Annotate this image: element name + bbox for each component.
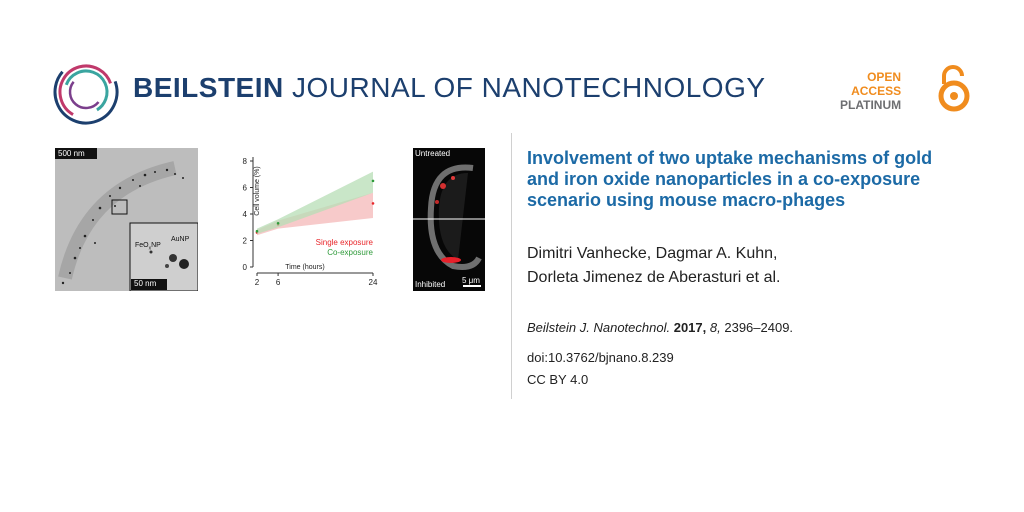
citation-journal: Beilstein J. Nanotechnol. [527, 320, 671, 335]
oa-access-label: ACCESS [851, 84, 902, 98]
beilstein-logo-icon [53, 59, 119, 125]
oa-open-label: OPEN [867, 70, 902, 84]
y-tick-label: 6 [243, 184, 248, 193]
tem-micrograph: 500 nm FeOxNP AuNP 50 nm [55, 148, 198, 291]
legend-entry: Co-exposure [327, 248, 373, 257]
open-access-lock-icon [938, 65, 970, 112]
vertical-divider [511, 133, 512, 399]
fluor-scale-label: 5 μm [462, 276, 480, 285]
tem-inset-scale-label: 50 nm [134, 279, 157, 288]
feo-label-main: FeO [135, 242, 149, 249]
y-tick-label: 2 [243, 237, 248, 246]
citation-year: 2017, [673, 320, 707, 335]
authors-line-1: Dimitri Vanhecke, Dagmar A. Kuhn, [527, 245, 778, 262]
fluorescence-micrograph: Untreated Inhibited 5 μm [413, 148, 485, 291]
y-tick-label: 0 [243, 263, 248, 272]
feo-label-sub: x [148, 245, 152, 252]
x-tick-label: 2 [255, 278, 260, 287]
x-axis-label: Time (hours) [285, 264, 324, 271]
authors-line-2: Dorleta Jimenez de Aberasturi et al. [527, 269, 781, 286]
x-tick-label: 6 [276, 278, 281, 287]
article-title[interactable]: Involvement of two uptake mechanisms of … [527, 148, 933, 210]
x-tick-label: 24 [369, 278, 378, 287]
data-point [276, 221, 280, 225]
journal-name-bold: BEILSTEIN [133, 72, 284, 103]
journal-name-light: JOURNAL OF NANOTECHNOLOGY [292, 72, 766, 103]
tem-image [55, 148, 198, 291]
series-band-1 [257, 171, 373, 234]
tem-scale-label: 500 nm [58, 149, 85, 158]
legend-entry: Single exposure [316, 238, 374, 247]
fluor-untreated-label: Untreated [415, 149, 451, 158]
y-axis-label: Cell volume (%) [254, 166, 261, 215]
citation: Beilstein J. Nanotechnol. 2017, 8, 2396–… [527, 320, 793, 335]
series-band-0 [257, 192, 373, 236]
license-label: CC BY 4.0 [527, 372, 589, 387]
feo-label: FeOxNP [135, 242, 161, 251]
article-authors: Dimitri Vanhecke, Dagmar A. Kuhn, Dorlet… [527, 242, 967, 290]
fluorescence-image [413, 148, 485, 291]
doi-link[interactable]: doi:10.3762/bjnano.8.239 [527, 350, 674, 365]
y-tick-label: 8 [243, 157, 248, 166]
journal-name: BEILSTEIN JOURNAL OF NANOTECHNOLOGY [133, 72, 766, 104]
citation-pages: 2396–2409. [724, 320, 794, 335]
oa-platinum-label: PLATINUM [840, 98, 902, 112]
aunp-label: AuNP [171, 236, 190, 243]
y-tick-label: 4 [243, 210, 248, 219]
data-point [371, 179, 375, 183]
feo-label-suffix: NP [151, 242, 161, 249]
data-point [255, 229, 259, 233]
open-access-badge: OPEN ACCESS PLATINUM [840, 70, 901, 112]
citation-volume: 8, [709, 320, 721, 335]
data-point [371, 202, 375, 205]
fluor-inhibited-label: Inhibited [415, 280, 446, 289]
